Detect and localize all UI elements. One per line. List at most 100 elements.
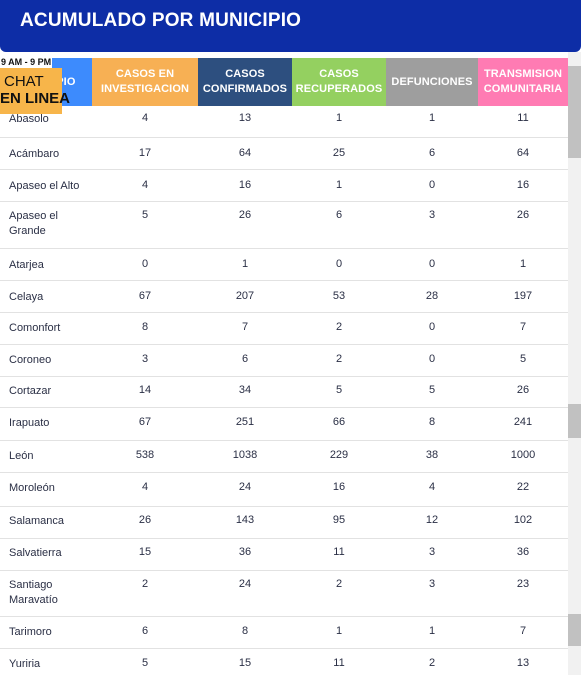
cell-municipio: Celaya bbox=[9, 291, 44, 303]
cell-investigacion: 5 bbox=[141, 657, 149, 669]
cell-recuperados: 5 bbox=[335, 384, 343, 396]
cell-investigacion: 4 bbox=[141, 112, 149, 124]
column-header-comunitaria: TRANSMISION COMUNITARIA bbox=[478, 58, 568, 106]
table-row: Acámbaro 17 64 25 6 64 bbox=[0, 138, 568, 170]
cell-comunitaria: 22 bbox=[516, 481, 530, 493]
cell-confirmados: 207 bbox=[235, 290, 255, 302]
cell-recuperados: 1 bbox=[335, 179, 343, 191]
cell-recuperados: 66 bbox=[332, 416, 346, 428]
cell-comunitaria: 11 bbox=[517, 112, 529, 124]
cell-comunitaria: 7 bbox=[519, 625, 527, 637]
cell-municipio: Salamanca bbox=[9, 515, 65, 527]
cell-defunciones: 12 bbox=[425, 514, 439, 526]
cell-recuperados: 6 bbox=[335, 209, 343, 221]
table-row: Tarimoro 6 8 1 1 7 bbox=[0, 617, 568, 649]
table-row: Atarjea 0 1 0 0 1 bbox=[0, 249, 568, 281]
cell-comunitaria: 102 bbox=[513, 514, 533, 526]
cell-recuperados: 1 bbox=[335, 112, 343, 124]
cell-investigacion: 2 bbox=[141, 578, 149, 590]
cell-comunitaria: 241 bbox=[513, 416, 533, 428]
scrollbar-thumb-2[interactable] bbox=[568, 404, 581, 438]
cell-recuperados: 25 bbox=[332, 147, 346, 159]
cell-comunitaria: 26 bbox=[516, 384, 530, 396]
cell-investigacion: 5 bbox=[141, 209, 149, 221]
cell-municipio: Santiago Maravatío bbox=[9, 579, 58, 606]
cell-confirmados: 26 bbox=[238, 209, 252, 221]
column-header-investigacion: CASOS EN INVESTIGACION bbox=[92, 58, 198, 106]
column-header-recuperados: CASOS RECUPERADOS bbox=[292, 58, 386, 106]
cell-comunitaria: 1 bbox=[519, 258, 527, 270]
cell-comunitaria: 16 bbox=[516, 179, 530, 191]
cell-comunitaria: 26 bbox=[516, 209, 530, 221]
cell-defunciones: 1 bbox=[428, 112, 436, 124]
cell-comunitaria: 64 bbox=[516, 147, 530, 159]
cell-recuperados: 11 bbox=[333, 657, 345, 669]
cell-comunitaria: 7 bbox=[519, 321, 527, 333]
cell-defunciones: 1 bbox=[428, 625, 436, 637]
scrollbar-thumb-3[interactable] bbox=[568, 614, 581, 646]
cell-comunitaria: 23 bbox=[516, 578, 530, 590]
cell-investigacion: 15 bbox=[138, 546, 152, 558]
cell-recuperados: 0 bbox=[335, 258, 343, 270]
cell-investigacion: 14 bbox=[138, 384, 152, 396]
page-header: ACUMULADO POR MUNICIPIO bbox=[0, 0, 581, 52]
cell-investigacion: 17 bbox=[138, 147, 152, 159]
cell-defunciones: 28 bbox=[425, 290, 439, 302]
cell-recuperados: 229 bbox=[329, 449, 349, 461]
cell-investigacion: 8 bbox=[141, 321, 149, 333]
table-row: Salvatierra 15 36 11 3 36 bbox=[0, 539, 568, 571]
table-row: Apaseo el Grande 5 26 6 3 26 bbox=[0, 202, 568, 249]
cell-recuperados: 2 bbox=[335, 353, 343, 365]
cell-defunciones: 8 bbox=[428, 416, 436, 428]
cell-comunitaria: 5 bbox=[519, 353, 527, 365]
chat-widget[interactable] bbox=[0, 68, 62, 114]
cell-confirmados: 1038 bbox=[232, 449, 258, 461]
cell-defunciones: 0 bbox=[428, 353, 436, 365]
cell-investigacion: 538 bbox=[135, 449, 155, 461]
cell-defunciones: 0 bbox=[428, 321, 436, 333]
table-row: León 538 1038 229 38 1000 bbox=[0, 441, 568, 473]
table-row: Celaya 67 207 53 28 197 bbox=[0, 281, 568, 313]
cell-defunciones: 5 bbox=[428, 384, 436, 396]
cell-defunciones: 3 bbox=[428, 546, 436, 558]
cell-municipio: Abasolo bbox=[9, 113, 49, 125]
cell-defunciones: 3 bbox=[428, 578, 436, 590]
table-row: Comonfort 8 7 2 0 7 bbox=[0, 313, 568, 345]
cell-recuperados: 1 bbox=[335, 625, 343, 637]
cell-investigacion: 26 bbox=[138, 514, 152, 526]
cell-municipio: Yuriria bbox=[9, 658, 41, 670]
cell-municipio: Apaseo el Grande bbox=[9, 210, 58, 237]
table-row: Coroneo 3 6 2 0 5 bbox=[0, 345, 568, 377]
cell-recuperados: 16 bbox=[332, 481, 346, 493]
cell-municipio: Acámbaro bbox=[9, 148, 60, 160]
cell-municipio: Irapuato bbox=[9, 417, 50, 429]
cell-confirmados: 16 bbox=[238, 179, 252, 191]
chat-label-online[interactable]: EN LINEA bbox=[0, 90, 71, 107]
column-header-defunciones: DEFUNCIONES bbox=[386, 58, 478, 106]
cell-confirmados: 143 bbox=[235, 514, 255, 526]
cell-comunitaria: 197 bbox=[513, 290, 533, 302]
cell-confirmados: 8 bbox=[241, 625, 249, 637]
scrollbar[interactable] bbox=[568, 52, 581, 675]
cell-confirmados: 7 bbox=[241, 321, 249, 333]
scrollbar-thumb-1[interactable] bbox=[568, 66, 581, 158]
cell-confirmados: 24 bbox=[238, 578, 252, 590]
cell-confirmados: 1 bbox=[241, 258, 249, 270]
cell-municipio: Tarimoro bbox=[9, 626, 52, 638]
cell-recuperados: 11 bbox=[333, 546, 345, 558]
cell-defunciones: 2 bbox=[428, 657, 436, 669]
cell-municipio: León bbox=[9, 450, 34, 462]
chat-label[interactable]: CHAT bbox=[4, 73, 44, 90]
cell-municipio: Moroleón bbox=[9, 482, 55, 494]
table-row: Irapuato 67 251 66 8 241 bbox=[0, 408, 568, 441]
table-row: Yuriria 5 15 11 2 13 bbox=[0, 649, 568, 675]
cell-defunciones: 0 bbox=[428, 179, 436, 191]
chat-hours: 9 AM - 9 PM bbox=[0, 56, 53, 68]
cell-defunciones: 38 bbox=[425, 449, 439, 461]
cell-confirmados: 251 bbox=[235, 416, 255, 428]
page-title: ACUMULADO POR MUNICIPIO bbox=[20, 10, 302, 31]
cell-investigacion: 3 bbox=[141, 353, 149, 365]
cell-comunitaria: 36 bbox=[516, 546, 530, 558]
cell-municipio: Apaseo el Alto bbox=[9, 180, 80, 192]
